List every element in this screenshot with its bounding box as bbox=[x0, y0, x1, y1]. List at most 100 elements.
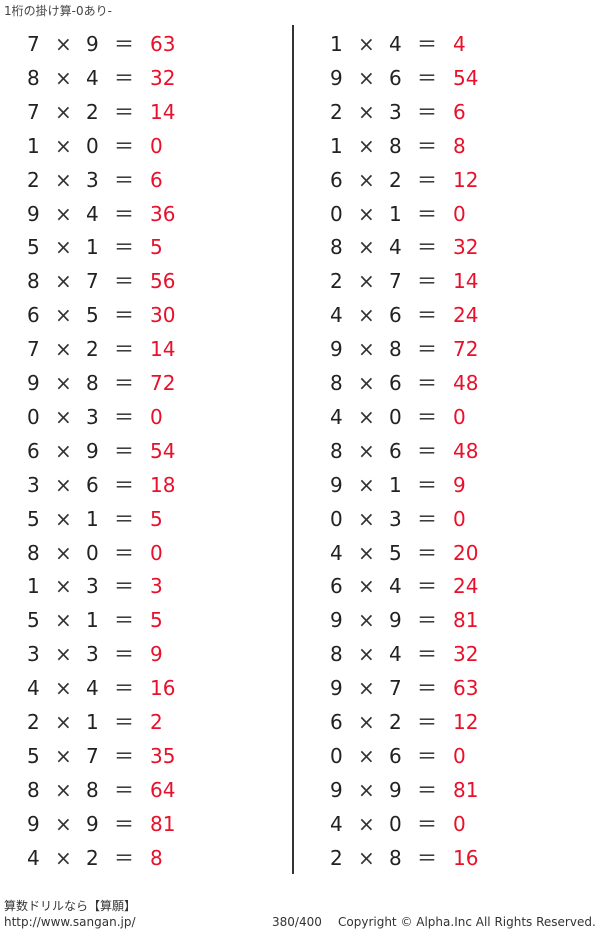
answer: 8 bbox=[453, 133, 466, 158]
equals-sign: ＝ bbox=[417, 167, 437, 192]
answer: 56 bbox=[150, 269, 176, 294]
operand-a: 5 bbox=[27, 608, 40, 633]
operand-a: 6 bbox=[27, 303, 40, 328]
equals-sign: ＝ bbox=[114, 167, 134, 192]
operand-a: 0 bbox=[330, 743, 343, 768]
operand-b: 6 bbox=[389, 65, 402, 90]
times-sign: × bbox=[55, 777, 72, 802]
times-sign: × bbox=[55, 438, 72, 463]
footer-brand: 算数ドリルなら【算願】 bbox=[4, 899, 137, 913]
answer: 0 bbox=[150, 540, 163, 565]
operand-b: 6 bbox=[86, 472, 99, 497]
operand-a: 0 bbox=[27, 404, 40, 429]
times-sign: × bbox=[55, 32, 72, 56]
operand-b: 1 bbox=[389, 201, 402, 226]
times-sign: × bbox=[358, 777, 375, 802]
times-sign: × bbox=[55, 811, 72, 836]
answer: 30 bbox=[150, 303, 176, 328]
answer: 18 bbox=[150, 472, 176, 497]
answer: 16 bbox=[453, 845, 479, 870]
problem-row: 9 × 4 ＝ 36 bbox=[27, 197, 227, 231]
problem-row: 9 × 9 ＝ 81 bbox=[330, 773, 530, 807]
times-sign: × bbox=[55, 676, 72, 701]
problem-row: 8 × 4 ＝ 32 bbox=[27, 61, 227, 95]
operand-a: 9 bbox=[27, 201, 40, 226]
times-sign: × bbox=[358, 438, 375, 463]
operand-a: 8 bbox=[330, 235, 343, 260]
answer: 24 bbox=[453, 574, 479, 599]
operand-b: 9 bbox=[389, 608, 402, 633]
equals-sign: ＝ bbox=[114, 32, 134, 56]
operand-b: 4 bbox=[86, 676, 99, 701]
times-sign: × bbox=[358, 404, 375, 429]
operand-a: 8 bbox=[330, 438, 343, 463]
problem-row: 2 × 3 ＝ 6 bbox=[27, 163, 227, 197]
operand-a: 7 bbox=[27, 32, 40, 56]
operand-b: 7 bbox=[389, 269, 402, 294]
operand-b: 1 bbox=[86, 608, 99, 633]
operand-a: 6 bbox=[330, 167, 343, 192]
answer: 0 bbox=[150, 133, 163, 158]
operand-a: 2 bbox=[27, 167, 40, 192]
times-sign: × bbox=[358, 167, 375, 192]
operand-a: 8 bbox=[27, 269, 40, 294]
operand-a: 9 bbox=[330, 472, 343, 497]
equals-sign: ＝ bbox=[114, 438, 134, 463]
problem-row: 9 × 7 ＝ 63 bbox=[330, 671, 530, 705]
equals-sign: ＝ bbox=[114, 337, 134, 362]
answer: 48 bbox=[453, 438, 479, 463]
times-sign: × bbox=[358, 269, 375, 294]
equals-sign: ＝ bbox=[114, 710, 134, 734]
equals-sign: ＝ bbox=[417, 32, 437, 56]
equals-sign: ＝ bbox=[114, 642, 134, 667]
answer: 81 bbox=[453, 777, 479, 802]
operand-b: 7 bbox=[86, 269, 99, 294]
problem-row: 6 × 4 ＝ 24 bbox=[330, 569, 530, 603]
operand-a: 8 bbox=[27, 777, 40, 802]
operand-a: 3 bbox=[27, 472, 40, 497]
operand-a: 6 bbox=[330, 710, 343, 734]
problem-row: 7 × 9 ＝ 63 bbox=[27, 27, 227, 61]
operand-a: 4 bbox=[330, 540, 343, 565]
operand-a: 1 bbox=[330, 32, 343, 56]
times-sign: × bbox=[55, 337, 72, 362]
operand-a: 1 bbox=[330, 133, 343, 158]
problem-row: 9 × 9 ＝ 81 bbox=[27, 807, 227, 841]
problem-row: 5 × 1 ＝ 5 bbox=[27, 502, 227, 536]
problem-row: 7 × 2 ＝ 14 bbox=[27, 95, 227, 129]
problem-row: 8 × 6 ＝ 48 bbox=[330, 434, 530, 468]
equals-sign: ＝ bbox=[114, 472, 134, 497]
equals-sign: ＝ bbox=[114, 574, 134, 599]
operand-b: 1 bbox=[389, 472, 402, 497]
problem-row: 2 × 8 ＝ 16 bbox=[330, 841, 530, 875]
problem-row: 9 × 6 ＝ 54 bbox=[330, 61, 530, 95]
operand-a: 5 bbox=[27, 743, 40, 768]
operand-a: 9 bbox=[330, 65, 343, 90]
operand-b: 8 bbox=[389, 845, 402, 870]
answer: 0 bbox=[453, 404, 466, 429]
problem-row: 4 × 6 ＝ 24 bbox=[330, 298, 530, 332]
times-sign: × bbox=[55, 371, 72, 395]
answer: 24 bbox=[453, 303, 479, 328]
equals-sign: ＝ bbox=[417, 371, 437, 395]
operand-a: 8 bbox=[27, 65, 40, 90]
operand-b: 1 bbox=[86, 710, 99, 734]
answer: 4 bbox=[453, 32, 466, 56]
operand-b: 4 bbox=[389, 642, 402, 667]
operand-b: 9 bbox=[86, 438, 99, 463]
operand-b: 6 bbox=[389, 438, 402, 463]
problem-row: 9 × 8 ＝ 72 bbox=[330, 332, 530, 366]
answer: 14 bbox=[453, 269, 479, 294]
times-sign: × bbox=[358, 32, 375, 56]
times-sign: × bbox=[358, 133, 375, 158]
operand-b: 5 bbox=[389, 540, 402, 565]
problem-row: 4 × 0 ＝ 0 bbox=[330, 807, 530, 841]
operand-b: 3 bbox=[86, 404, 99, 429]
times-sign: × bbox=[358, 540, 375, 565]
worksheet-title: 1桁の掛け算-0あり- bbox=[4, 4, 112, 18]
operand-a: 7 bbox=[27, 99, 40, 124]
problem-row: 2 × 1 ＝ 2 bbox=[27, 705, 227, 739]
problem-row: 9 × 9 ＝ 81 bbox=[330, 603, 530, 637]
footer-url[interactable]: http://www.sangan.jp/ bbox=[4, 915, 136, 929]
copyright: Copyright © Alpha.Inc All Rights Reserve… bbox=[338, 915, 596, 929]
